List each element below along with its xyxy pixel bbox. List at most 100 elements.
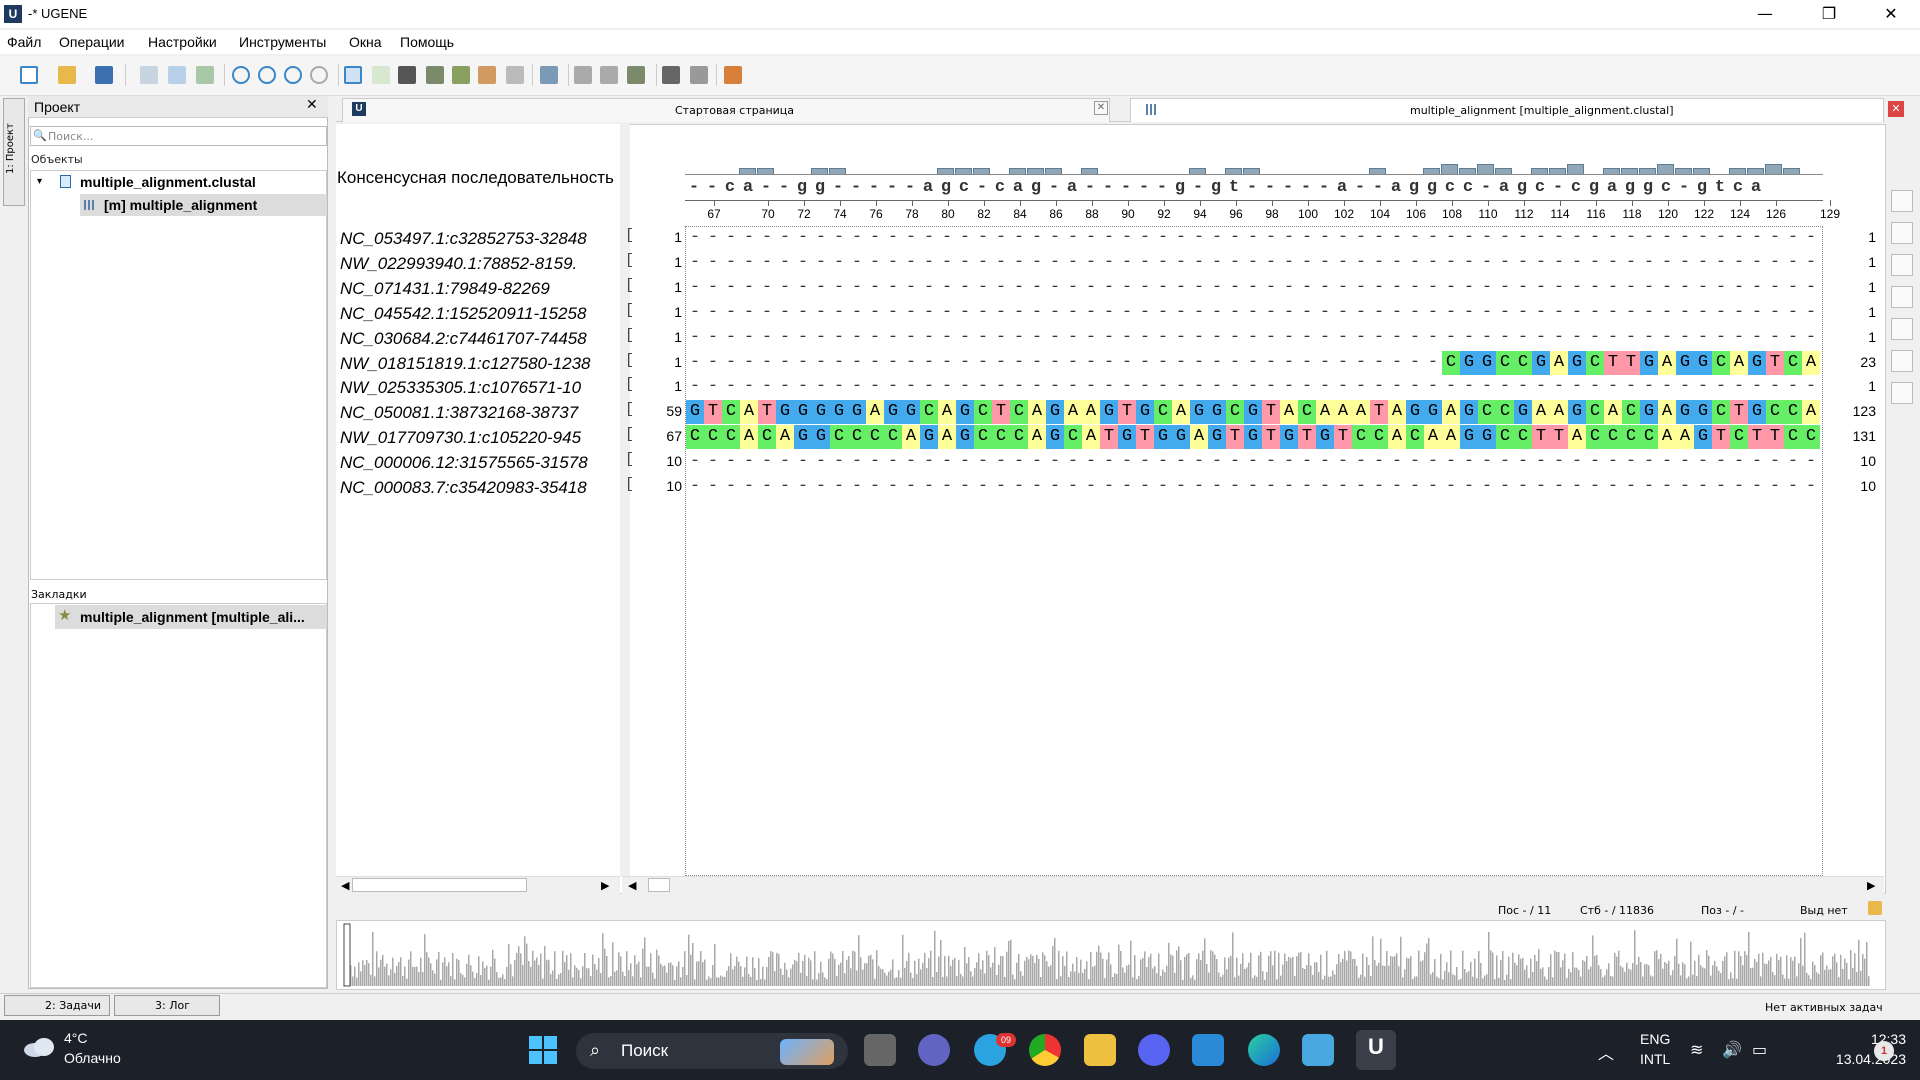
project-search-input[interactable] <box>30 126 327 146</box>
menu-help[interactable]: Помощь <box>400 34 455 50</box>
align-icon[interactable] <box>452 66 470 84</box>
tab-alignment[interactable] <box>1130 98 1884 122</box>
sequence-scrollbar-thumb[interactable] <box>648 878 670 892</box>
collapse-icon[interactable] <box>662 66 680 84</box>
alignment-row[interactable]: ----------------------------------------… <box>686 226 1822 250</box>
project-side-tab[interactable] <box>3 98 25 206</box>
tab-alignment-label[interactable]: multiple_alignment [multiple_alignment.c… <box>1410 104 1674 117</box>
windows-start-icon[interactable] <box>528 1035 558 1065</box>
minimize-button[interactable]: — <box>1757 4 1773 23</box>
sequence-name[interactable]: NC_050081.1:38732168-38737 <box>340 403 579 423</box>
sequence-name[interactable]: NW_018151819.1:c127580-1238 <box>340 353 591 373</box>
sequence-name[interactable]: NC_030684.2:c74461707-74458 <box>340 328 587 348</box>
menu-settings[interactable]: Настройки <box>148 34 217 50</box>
close-window-button[interactable]: ✕ <box>1884 4 1898 23</box>
copy-seq-icon[interactable] <box>168 66 186 84</box>
sequence-name[interactable]: NW_017709730.1:c105220-945 <box>340 428 582 448</box>
new-project-icon[interactable] <box>20 66 38 84</box>
tab-start-page[interactable] <box>342 98 1110 122</box>
discord-icon[interactable] <box>1138 1034 1170 1066</box>
alignment-row[interactable]: ----------------------------------------… <box>686 276 1822 300</box>
sequence-name[interactable]: NC_000006.12:31575565-31578 <box>340 453 588 473</box>
statistics-icon[interactable] <box>1891 382 1913 404</box>
task-view-icon[interactable] <box>864 1034 896 1066</box>
sequence-name[interactable]: NC_045542.1:152520911-15258 <box>340 303 587 323</box>
notification-badge[interactable]: 1 <box>1874 1041 1894 1061</box>
restore-button[interactable]: ❐ <box>1821 4 1837 23</box>
alignment-row[interactable]: ----------------------------------------… <box>686 450 1822 474</box>
zoom-fit-icon[interactable] <box>284 66 302 84</box>
box-icon[interactable] <box>724 66 742 84</box>
taskbar-search-label[interactable]: Поиск <box>621 1041 669 1060</box>
highlighting-icon[interactable] <box>1891 254 1913 276</box>
weather-temperature[interactable]: 4°C <box>64 1030 88 1046</box>
tree-item-file[interactable]: multiple_alignment.clustal <box>80 174 256 190</box>
sequence-name[interactable]: NC_000083.7:c35420983-35418 <box>340 478 587 497</box>
ugene-taskbar-button[interactable] <box>1356 1030 1396 1070</box>
export-consensus-icon[interactable] <box>1891 350 1913 372</box>
expand-icon[interactable] <box>690 66 708 84</box>
overview-icon[interactable] <box>344 66 362 84</box>
sequence-name[interactable]: NW_025335305.1:c1076571-10 <box>340 378 582 398</box>
scroll-left-icon[interactable]: ◀ <box>628 879 637 892</box>
alignment-row[interactable]: ----------------------------------------… <box>686 375 1822 399</box>
tree-item-alignment[interactable]: [m] multiple_alignment <box>104 197 258 213</box>
battery-icon[interactable]: ▭ <box>1752 1040 1768 1059</box>
edge-icon[interactable] <box>1248 1034 1280 1066</box>
shift-icon[interactable] <box>540 66 558 84</box>
notepad-icon[interactable] <box>1302 1034 1334 1066</box>
chevron-down-icon[interactable]: ▾ <box>37 176 43 187</box>
realign-icon[interactable] <box>478 66 496 84</box>
keyboard-layout-indicator[interactable]: INTL <box>1640 1051 1671 1067</box>
menu-windows[interactable]: Окна <box>349 34 382 50</box>
chevron-up-icon[interactable]: ︿ <box>1598 1044 1615 1063</box>
close-tab-icon[interactable]: ✕ <box>1094 101 1108 115</box>
sequence-name[interactable]: NC_071431.1:79849-82269 <box>340 278 550 298</box>
sequence-area[interactable] <box>685 226 1823 876</box>
tree-icon[interactable] <box>426 66 444 84</box>
search-pattern-icon[interactable] <box>1891 222 1913 244</box>
tree-settings-icon[interactable] <box>1891 318 1913 340</box>
zoom-out-icon[interactable] <box>258 66 276 84</box>
clock-time[interactable]: 12:33 <box>1870 1031 1906 1047</box>
alignment-row[interactable]: ----------------------------------------… <box>686 251 1822 275</box>
bookmark-item[interactable]: multiple_alignment [multiple_ali... <box>80 609 305 625</box>
vscode-icon[interactable] <box>1192 1034 1224 1066</box>
open-icon[interactable] <box>58 66 76 84</box>
copy-icon[interactable] <box>140 66 158 84</box>
reverse-icon[interactable] <box>627 66 645 84</box>
menu-tools[interactable]: Инструменты <box>239 34 327 50</box>
overview-viewport[interactable] <box>343 923 351 987</box>
names-scrollbar-thumb[interactable] <box>352 878 527 892</box>
tab-start-page-label[interactable]: Стартовая страница <box>675 104 795 117</box>
tree-item-selection[interactable] <box>80 194 327 216</box>
scroll-right-icon[interactable]: ▶ <box>601 879 610 892</box>
alignment-row[interactable]: ----------------------------------------… <box>686 301 1822 325</box>
weather-description[interactable]: Облачно <box>64 1050 121 1066</box>
volume-icon[interactable]: 🔊 <box>1722 1040 1742 1059</box>
menu-file[interactable]: Файл <box>7 34 42 50</box>
lock-icon[interactable] <box>1868 901 1882 915</box>
sort-icon[interactable] <box>506 66 524 84</box>
zoom-in-icon[interactable] <box>232 66 250 84</box>
file-explorer-icon[interactable] <box>1084 1034 1116 1066</box>
project-close-icon[interactable]: ✕ <box>306 97 318 113</box>
close-tab-icon[interactable]: ✕ <box>1888 101 1904 117</box>
bookmark-selection[interactable] <box>55 605 327 629</box>
language-indicator[interactable]: ENG <box>1640 1031 1671 1047</box>
image-icon[interactable] <box>398 66 416 84</box>
redo-icon[interactable] <box>600 66 618 84</box>
search-highlight-icon[interactable] <box>780 1039 834 1065</box>
alignment-row[interactable]: ----------------------------------------… <box>686 350 1822 375</box>
wifi-icon[interactable]: ≋ <box>1690 1040 1704 1059</box>
general-icon[interactable] <box>1891 286 1913 308</box>
scroll-right-icon[interactable]: ▶ <box>1867 879 1876 892</box>
tab-log[interactable]: 3: Лог <box>114 995 220 1016</box>
settings-icon[interactable] <box>1891 190 1913 212</box>
zoom-reset-icon[interactable] <box>310 66 328 84</box>
sequence-name[interactable]: NC_053497.1:c32852753-32848 <box>340 229 587 248</box>
export-icon[interactable] <box>372 66 390 84</box>
sequence-scrollbar[interactable] <box>622 876 1884 894</box>
